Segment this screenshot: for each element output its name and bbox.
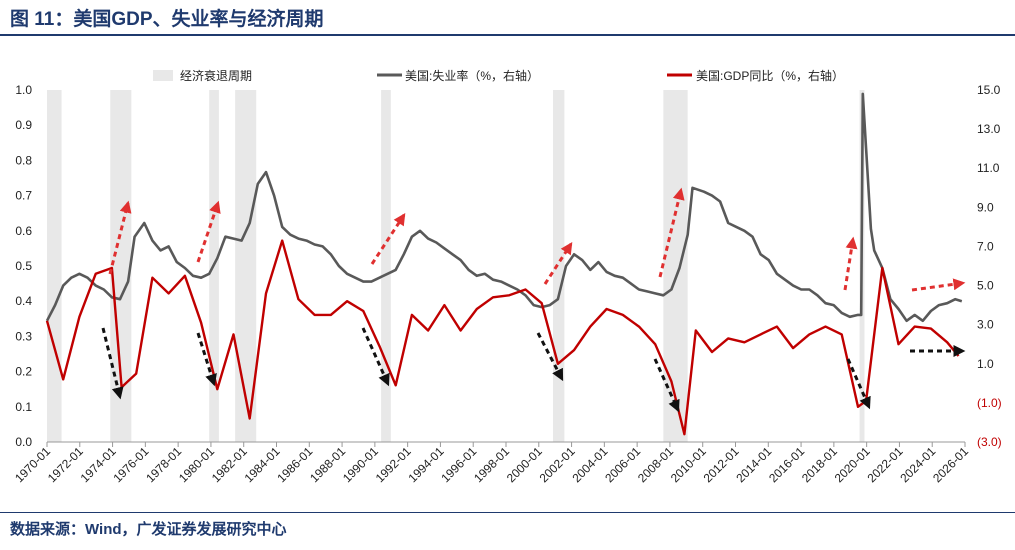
recession-band-2 <box>110 90 132 442</box>
chart-area: 0.0 0.1 0.2 0.3 0.4 0.5 0.6 0.7 0.8 0.9 1.0 15.0 13.… <box>0 40 1015 510</box>
x-tick-label: 1988-01 <box>307 444 348 485</box>
recession-band-7 <box>663 90 688 442</box>
right-tick-label: 5.0 <box>977 279 994 293</box>
recession-band-4 <box>235 90 257 442</box>
x-tick-label: 2016-01 <box>766 444 807 485</box>
black-arrow-3 <box>361 327 390 387</box>
x-tick-label: 2012-01 <box>701 444 742 485</box>
x-tick-label: 2008-01 <box>635 444 676 485</box>
left-tick-label: 0.7 <box>15 189 32 203</box>
recession-band-1 <box>47 90 62 442</box>
left-tick-label: 0.4 <box>15 294 32 308</box>
legend-recession-label: 经济衰退周期 <box>180 68 252 83</box>
x-tick-label: 2002-01 <box>537 444 578 485</box>
recession-bands <box>47 90 865 442</box>
left-tick-label: 1.0 <box>15 83 32 97</box>
right-tick-label: (3.0) <box>977 435 1002 449</box>
trend-arrows <box>101 187 966 413</box>
x-tick-label: 2000-01 <box>504 444 545 485</box>
source-note: 数据来源：Wind，广发证券发展研究中心 <box>10 521 287 538</box>
chart-svg: 0.0 0.1 0.2 0.3 0.4 0.5 0.6 0.7 0.8 0.9 1.0 15.0 13.… <box>12 68 1002 485</box>
footer-divider <box>0 512 1015 513</box>
chart-title: 图 11：美国GDP、失业率与经济周期 <box>10 9 324 30</box>
recession-band-6 <box>553 90 565 442</box>
legend: 经济衰退周期 美国:失业率（%，右轴） 美国:GDP同比（%，右轴） <box>153 68 844 83</box>
x-tick-label: 2010-01 <box>668 444 709 485</box>
left-tick-label: 0.1 <box>15 400 32 414</box>
left-tick-label: 0.2 <box>15 365 32 379</box>
series-lines <box>45 92 963 436</box>
x-tick-label: 2006-01 <box>602 444 643 485</box>
x-tick-label: 1976-01 <box>110 444 151 485</box>
red-arrow-2 <box>196 200 221 263</box>
x-tick-label: 1994-01 <box>406 444 447 485</box>
recession-band-5 <box>381 90 391 442</box>
red-arrow-5 <box>658 187 685 278</box>
right-tick-label: 13.0 <box>977 122 1001 136</box>
title-divider <box>0 34 1015 36</box>
right-tick-label: (1.0) <box>977 396 1002 410</box>
x-tick-label: 2014-01 <box>733 444 774 485</box>
x-tick-label: 1980-01 <box>176 444 217 485</box>
x-tick-label: 1990-01 <box>340 444 381 485</box>
red-arrow-6 <box>843 236 858 291</box>
left-tick-label: 0.6 <box>15 224 32 238</box>
x-tick-label: 1978-01 <box>143 444 184 485</box>
x-tick-label: 2026-01 <box>930 444 971 485</box>
right-tick-label: 7.0 <box>977 239 994 253</box>
x-tick-label: 2004-01 <box>569 444 610 485</box>
x-tick-label: 2018-01 <box>799 444 840 485</box>
red-arrow-3 <box>370 212 406 265</box>
x-tick-label: 1972-01 <box>45 444 86 485</box>
left-tick-label: 0.0 <box>15 435 32 449</box>
right-tick-label: 1.0 <box>977 357 994 371</box>
red-arrow-4 <box>543 241 573 285</box>
right-tick-label: 9.0 <box>977 200 994 214</box>
right-tick-label: 3.0 <box>977 318 994 332</box>
red-arrow-1 <box>108 200 132 275</box>
unemployment-line <box>45 92 963 323</box>
left-tick-label: 0.5 <box>15 259 32 273</box>
black-arrow-5 <box>653 358 680 413</box>
legend-unemployment-label: 美国:失业率（%，右轴） <box>405 68 539 83</box>
x-tick-label: 1992-01 <box>373 444 414 485</box>
x-tick-label: 2024-01 <box>897 444 938 485</box>
black-arrow-1 <box>101 327 124 400</box>
x-tick-label: 1984-01 <box>242 444 283 485</box>
x-tick-label: 1970-01 <box>12 444 53 485</box>
left-tick-label: 0.8 <box>15 153 32 167</box>
x-tick-label: 2020-01 <box>832 444 873 485</box>
legend-recession-swatch <box>153 70 173 81</box>
left-tick-label: 0.3 <box>15 329 32 343</box>
gdp-line <box>45 239 960 436</box>
right-tick-label: 15.0 <box>977 83 1001 97</box>
red-arrow-7 <box>911 278 966 292</box>
left-tick-label: 0.9 <box>15 118 32 132</box>
x-tick-label: 1986-01 <box>274 444 315 485</box>
right-tick-label: 11.0 <box>977 161 1000 175</box>
x-tick-label: 1974-01 <box>78 444 119 485</box>
x-tick-label: 1982-01 <box>209 444 250 485</box>
x-tick-label: 1998-01 <box>471 444 512 485</box>
x-tick-label: 2022-01 <box>865 444 906 485</box>
x-tick-label: 1996-01 <box>438 444 479 485</box>
legend-gdp-label: 美国:GDP同比（%，右轴） <box>696 68 844 83</box>
